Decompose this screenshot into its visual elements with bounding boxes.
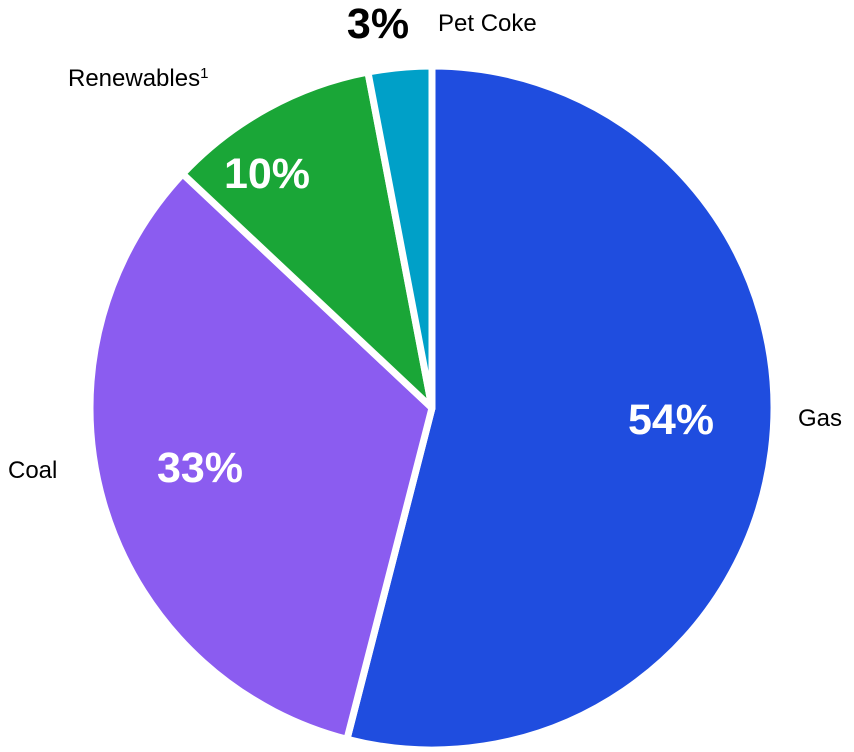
label-renewables-text: Renewables [68,65,200,92]
pie-slice-renewables [179,68,436,412]
pie-slice-coal [86,170,436,743]
label-renewables-footnote: 1 [200,65,208,82]
value-label-gas: 54% [628,396,714,444]
label-gas: Gas [798,405,842,432]
pie-slice-gas [343,62,778,752]
value-label-pet-coke: 3% [347,0,409,48]
pie-slice-pet-coke [364,62,436,412]
pie-slices [86,62,778,752]
label-coal: Coal [8,457,57,484]
value-label-coal: 33% [157,444,243,492]
label-pet-coke: Pet Coke [438,10,537,37]
value-label-renewables: 10% [224,150,310,198]
label-renewables: Renewables1 [68,65,208,92]
